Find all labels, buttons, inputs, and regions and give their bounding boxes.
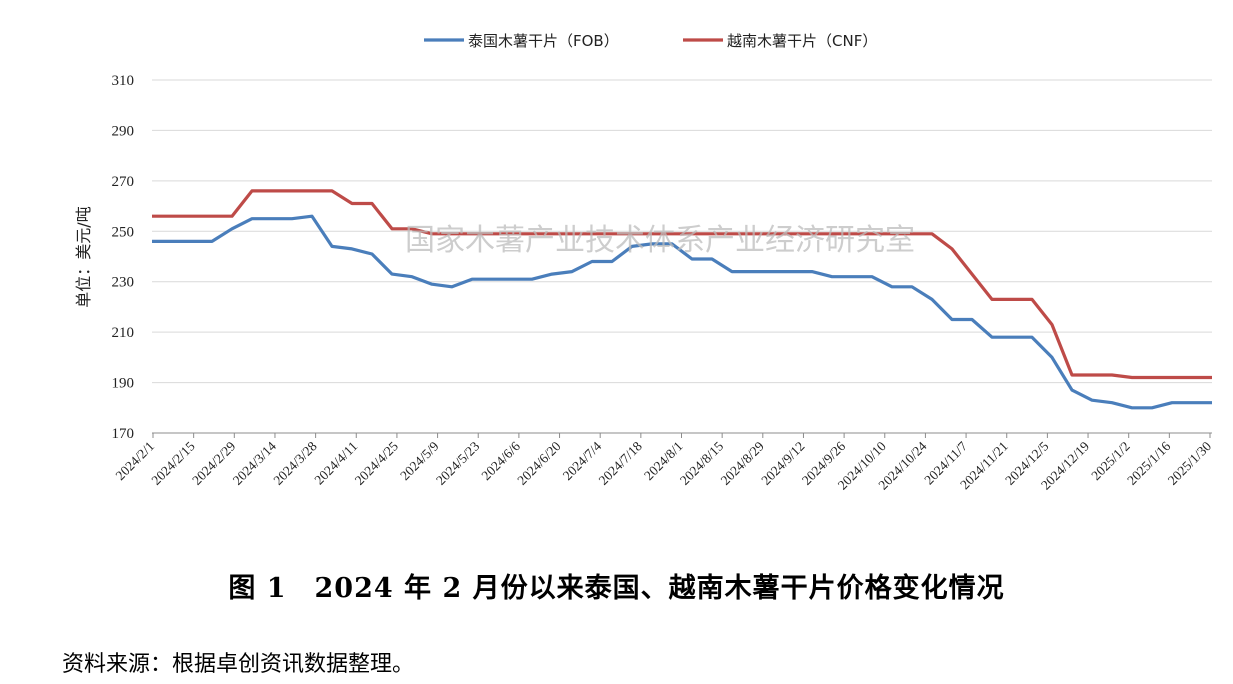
x-tick-label: 2024/9/12 bbox=[758, 439, 807, 488]
y-tick-label: 230 bbox=[112, 275, 135, 291]
y-axis-ticks: 170 190 210 230 250 270 290 310 bbox=[112, 73, 135, 442]
y-tick-label: 210 bbox=[112, 325, 135, 341]
series-line-2 bbox=[152, 189, 1212, 380]
x-tick-label: 2024/8/29 bbox=[718, 438, 767, 487]
legend-label-2: 越南木薯干片（CNF） bbox=[727, 32, 877, 50]
gridlines bbox=[152, 79, 1212, 384]
line-chart: 170 190 210 230 250 270 290 310 2024/2/12024/2/… bbox=[74, 32, 1214, 493]
watermark: 国家木薯产业技术体系产业经济研究室 bbox=[405, 223, 915, 258]
figure-caption: 图 1 2024 年 2 月份以来泰国、越南木薯干片价格变化情况 bbox=[228, 573, 1005, 604]
y-tick-label: 270 bbox=[112, 174, 135, 190]
x-tick-label: 2024/2/15 bbox=[148, 438, 197, 487]
x-tick-label: 2025/1/30 bbox=[1165, 438, 1214, 487]
series-lines bbox=[152, 189, 1212, 410]
x-tick-label: 2024/8/15 bbox=[677, 438, 726, 487]
x-tick-label: 2024/5/23 bbox=[433, 438, 482, 487]
series-line-1 bbox=[152, 214, 1212, 410]
x-tick-label: 2025/1/16 bbox=[1124, 438, 1173, 487]
legend: 泰国木薯干片（FOB） 越南木薯干片（CNF） bbox=[424, 32, 877, 50]
data-source-note: 资料来源：根据卓创资讯数据整理。 bbox=[62, 652, 415, 677]
x-tick-label: 2024/3/28 bbox=[270, 438, 319, 487]
y-axis-label: 单位：美元/吨 bbox=[74, 206, 93, 307]
y-tick-label: 310 bbox=[112, 73, 135, 89]
x-tick-label: 2024/4/25 bbox=[352, 438, 401, 487]
y-tick-label: 170 bbox=[112, 426, 135, 442]
y-tick-label: 290 bbox=[112, 123, 135, 139]
legend-label-1: 泰国木薯干片（FOB） bbox=[468, 32, 619, 50]
x-tick-label: 2024/7/18 bbox=[596, 438, 645, 487]
x-tick-label: 2024/2/29 bbox=[189, 438, 238, 487]
x-tick-label: 2024/3/14 bbox=[230, 438, 279, 487]
x-tick-label: 2024/4/11 bbox=[311, 439, 360, 488]
y-tick-label: 190 bbox=[112, 376, 135, 392]
y-tick-label: 250 bbox=[112, 224, 135, 240]
x-axis-ticks: 2024/2/12024/2/152024/2/292024/3/142024/… bbox=[113, 433, 1214, 493]
x-tick-label: 2024/6/20 bbox=[514, 438, 563, 487]
